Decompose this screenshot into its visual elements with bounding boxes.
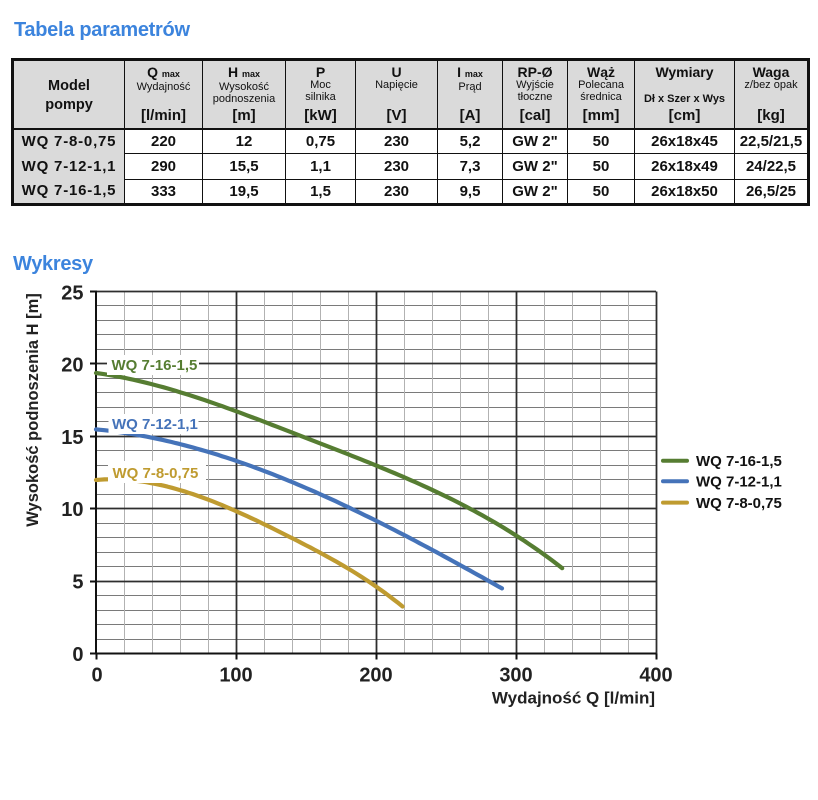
svg-text:WQ 7-12-1,1: WQ 7-12-1,1 xyxy=(112,416,198,433)
svg-text:25: 25 xyxy=(61,282,83,304)
svg-text:0: 0 xyxy=(72,644,83,666)
svg-text:100: 100 xyxy=(219,665,252,687)
svg-text:Wydajność Q [l/min]: Wydajność Q [l/min] xyxy=(492,689,655,708)
svg-text:15: 15 xyxy=(61,427,83,449)
svg-text:WQ 7-12-1,1: WQ 7-12-1,1 xyxy=(696,474,782,491)
svg-text:20: 20 xyxy=(61,355,83,377)
svg-text:WQ 7-8-0,75: WQ 7-8-0,75 xyxy=(696,495,782,512)
svg-text:5: 5 xyxy=(72,572,83,594)
svg-text:WQ 7-16-1,5: WQ 7-16-1,5 xyxy=(696,453,782,470)
svg-text:200: 200 xyxy=(359,665,392,687)
svg-text:10: 10 xyxy=(61,499,83,521)
svg-text:0: 0 xyxy=(91,665,102,687)
svg-text:400: 400 xyxy=(639,665,672,687)
svg-text:300: 300 xyxy=(499,665,532,687)
svg-text:WQ 7-16-1,5: WQ 7-16-1,5 xyxy=(112,357,198,374)
svg-text:WQ 7-8-0,75: WQ 7-8-0,75 xyxy=(113,465,199,482)
svg-text:Wysokość podnoszenia H [m]: Wysokość podnoszenia H [m] xyxy=(24,293,42,526)
